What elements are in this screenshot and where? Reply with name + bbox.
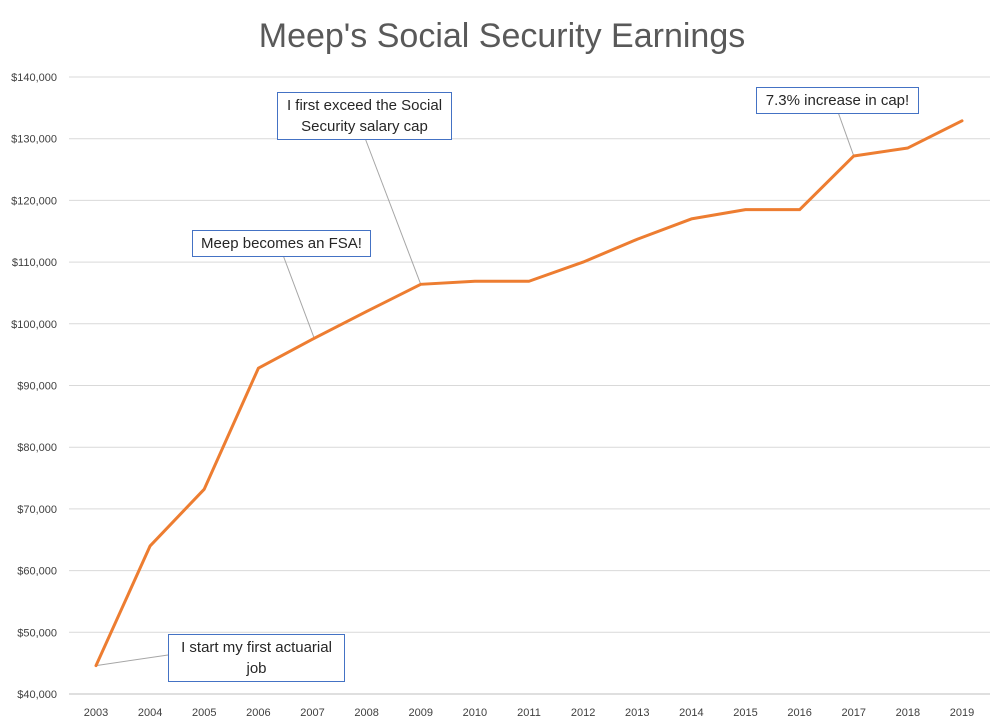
- x-tick-label: 2016: [787, 707, 811, 719]
- x-tick-label: 2017: [842, 707, 866, 719]
- x-tick-label: 2013: [625, 707, 649, 719]
- y-tick-label: $100,000: [11, 319, 57, 331]
- y-tick-label: $120,000: [11, 195, 57, 207]
- x-tick-label: 2003: [84, 707, 108, 719]
- y-axis-ticks: $40,000 $50,000 $60,000 $70,000 $80,000 $90,0…: [11, 72, 57, 701]
- annotation-line: 7.3% increase in cap!: [765, 92, 910, 109]
- x-tick-label: 2010: [463, 707, 487, 719]
- annotation-leader-line: [837, 111, 855, 157]
- x-tick-label: 2004: [138, 707, 162, 719]
- annotation-leader-line: [95, 654, 169, 667]
- x-tick-label: 2014: [679, 707, 703, 719]
- annotation-line: Meep becomes an FSA!: [201, 235, 362, 252]
- y-tick-label: $70,000: [17, 504, 57, 516]
- y-tick-label: $80,000: [17, 442, 57, 454]
- annotation-line: I start my first actuarial: [181, 639, 332, 656]
- y-tick-label: $40,000: [17, 689, 57, 701]
- y-tick-label: $130,000: [11, 134, 57, 146]
- annotation-leaders: [95, 111, 855, 667]
- x-tick-label: 2008: [354, 707, 378, 719]
- y-tick-label: $50,000: [17, 627, 57, 639]
- annotation-first-job: I start my first actuarial job: [168, 634, 345, 682]
- y-tick-label: $110,000: [12, 257, 57, 269]
- annotation-leader-line: [364, 137, 422, 285]
- x-tick-label: 2011: [517, 707, 541, 719]
- annotation-line: I first exceed the Social: [286, 97, 443, 114]
- annotation-cap-increase: 7.3% increase in cap!: [756, 87, 919, 114]
- x-tick-label: 2012: [571, 707, 595, 719]
- annotation-leader-line: [282, 254, 316, 340]
- x-tick-label: 2009: [409, 707, 433, 719]
- x-tick-label: 2006: [246, 707, 270, 719]
- series-line: [94, 119, 964, 668]
- gridlines: [69, 76, 990, 695]
- x-tick-label: 2018: [896, 707, 920, 719]
- y-tick-label: $90,000: [17, 381, 57, 393]
- x-tick-label: 2007: [300, 707, 324, 719]
- annotation-fsa: Meep becomes an FSA!: [192, 230, 371, 257]
- annotation-line: Security salary cap: [301, 118, 428, 135]
- chart-title: Meep's Social Security Earnings: [259, 17, 746, 55]
- annotation-line: job: [246, 660, 267, 677]
- x-axis-ticks: 2003 2004 2005 2006 2007 2008 2009 2010 2011 2012…: [84, 707, 974, 719]
- x-tick-label: 2015: [733, 707, 757, 719]
- y-tick-label: $60,000: [17, 566, 57, 578]
- x-tick-label: 2019: [950, 707, 974, 719]
- y-tick-label: $140,000: [11, 72, 57, 84]
- x-tick-label: 2005: [192, 707, 216, 719]
- annotation-salary-cap: I first exceed the Social Security salar…: [277, 92, 452, 140]
